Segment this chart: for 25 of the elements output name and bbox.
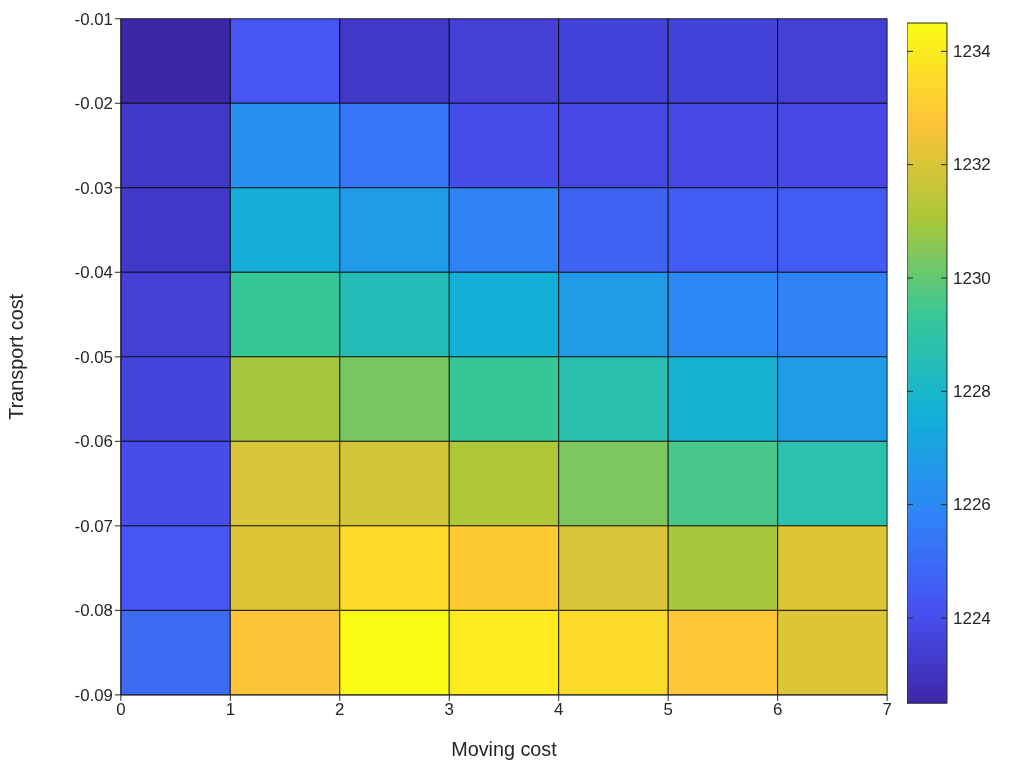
x-tick-label: 2 — [335, 699, 345, 719]
y-tick-label: -0.09 — [74, 685, 113, 705]
x-tick-label: 4 — [554, 699, 564, 719]
x-tick-label: 6 — [772, 699, 783, 719]
y-tick-label: -0.01 — [74, 9, 113, 29]
x-axis-title: Moving cost — [451, 738, 558, 761]
x-tick-label: 0 — [116, 699, 126, 719]
color-bar-label: 1226 — [953, 495, 991, 515]
y-tick-label: -0.07 — [74, 516, 113, 536]
x-tick-label: 5 — [663, 699, 673, 719]
y-tick-label: -0.03 — [74, 178, 113, 198]
y-tick-label: -0.02 — [74, 94, 113, 114]
color-bar-label: 1234 — [953, 41, 991, 61]
color-bar-label: 1224 — [953, 608, 991, 628]
x-tick-label: 7 — [882, 699, 892, 719]
y-tick-label: -0.05 — [74, 347, 113, 367]
y-axis-title: Transport cost — [4, 293, 27, 420]
x-tick-label: 1 — [225, 699, 236, 719]
color-bar-label: 1232 — [953, 155, 991, 175]
y-tick-label: -0.08 — [74, 601, 113, 621]
color-bar-label: 1230 — [953, 268, 991, 288]
y-tick-label: -0.06 — [74, 432, 113, 452]
color-bar-label: 1228 — [953, 381, 991, 401]
y-tick-label: -0.04 — [74, 263, 113, 283]
x-tick-label: 3 — [444, 699, 454, 719]
